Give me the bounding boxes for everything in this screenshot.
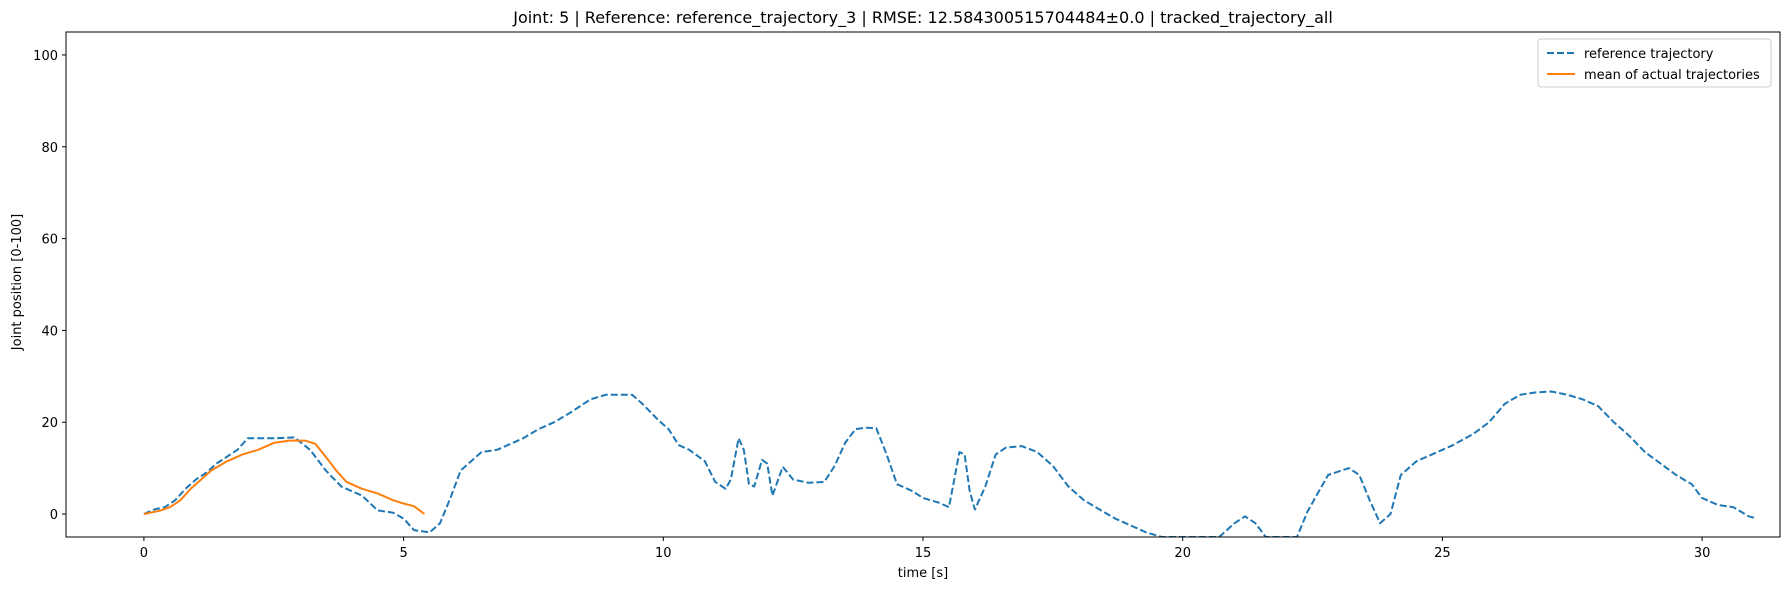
x-tick-label: 0 (140, 546, 148, 561)
axes: 0 5 10 15 20 25 30 0 20 40 60 80 100 (33, 31, 1781, 561)
y-tick-label: 40 (41, 324, 58, 339)
series-line-2 (143, 439, 425, 515)
series-line-1 (143, 390, 1755, 537)
y-axis-title: Joint position [0-100] (10, 214, 25, 351)
x-tick-label: 20 (1174, 546, 1191, 561)
y-tick-label: 0 (50, 508, 58, 523)
x-tick-label: 10 (655, 546, 672, 561)
y-tick-label: 80 (41, 141, 58, 156)
legend-label-1: reference trajectory (1584, 47, 1714, 62)
legend: reference trajectory mean of actual traje… (1537, 38, 1772, 88)
chart-title: Joint: 5 | Reference: reference_trajecto… (512, 8, 1333, 28)
x-tick-label: 25 (1434, 546, 1451, 561)
y-tick-label: 100 (33, 49, 58, 64)
plot-area (143, 390, 1755, 537)
y-tick-label: 60 (41, 233, 58, 248)
y-tick-label: 20 (41, 416, 58, 431)
x-tick-label: 5 (399, 546, 407, 561)
legend-label-2: mean of actual trajectories (1584, 68, 1760, 83)
x-axis-title: time [s] (898, 566, 948, 581)
legend-box (1537, 38, 1772, 88)
x-tick-label: 15 (915, 546, 932, 561)
x-tick-label: 30 (1694, 546, 1711, 561)
